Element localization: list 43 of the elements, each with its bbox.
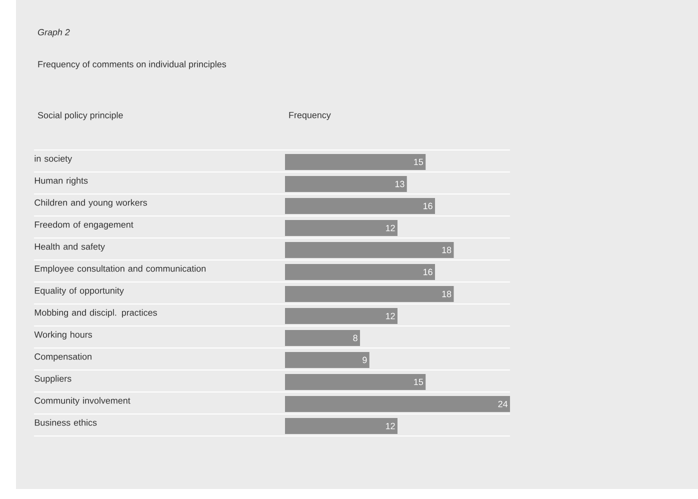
data-label: 16 bbox=[424, 268, 432, 276]
y-tick-label: Employee consultation and communication bbox=[34, 265, 206, 274]
data-label: 15 bbox=[414, 378, 424, 386]
data-label: 18 bbox=[442, 246, 452, 254]
bar bbox=[285, 242, 454, 258]
y-tick-label: Human rights bbox=[34, 177, 88, 186]
y-tick-label: Mobbing and discipl. practices bbox=[34, 309, 157, 318]
bar bbox=[285, 396, 510, 412]
bar bbox=[285, 220, 398, 236]
data-label: 16 bbox=[424, 202, 432, 210]
y-tick-label: Children and young workers bbox=[34, 199, 147, 208]
y-tick-label: in society bbox=[34, 155, 72, 164]
bar bbox=[285, 374, 426, 390]
y-tick-label: Compensation bbox=[34, 353, 92, 362]
y-tick-label: Health and safety bbox=[34, 243, 105, 252]
text: Graph 2 bbox=[38, 28, 70, 38]
y-tick-label: Business ethics bbox=[34, 419, 97, 426]
data-label: 15 bbox=[414, 158, 424, 166]
y-tick-label: Working hours bbox=[34, 331, 92, 340]
bar bbox=[285, 264, 436, 280]
data-label: 9 bbox=[362, 356, 367, 364]
bar bbox=[285, 352, 370, 368]
bar bbox=[285, 198, 436, 214]
y-tick-label: Suppliers bbox=[34, 375, 72, 384]
bar bbox=[285, 286, 454, 302]
bar bbox=[285, 418, 398, 434]
y-tick-label: Freedom of engagement bbox=[34, 221, 134, 230]
data-label: 24 bbox=[498, 400, 508, 408]
bar bbox=[285, 154, 426, 170]
data-label: 12 bbox=[386, 312, 395, 320]
data-label: 8 bbox=[353, 334, 358, 342]
y-tick-label: Community involvement bbox=[34, 397, 130, 406]
y-tick-label: Equality of opportunity bbox=[34, 287, 124, 296]
text: Frequency of comments on individual principles bbox=[38, 60, 226, 70]
bar bbox=[285, 330, 360, 346]
data-label: 12 bbox=[386, 422, 395, 430]
bar bbox=[285, 308, 398, 324]
data-label: 13 bbox=[395, 180, 404, 188]
bar bbox=[285, 176, 407, 192]
y-axis-title: Social policy principle bbox=[38, 112, 123, 120]
x-axis-title: Frequency bbox=[289, 112, 331, 120]
data-label: 12 bbox=[386, 224, 395, 232]
data-label: 18 bbox=[442, 290, 452, 298]
